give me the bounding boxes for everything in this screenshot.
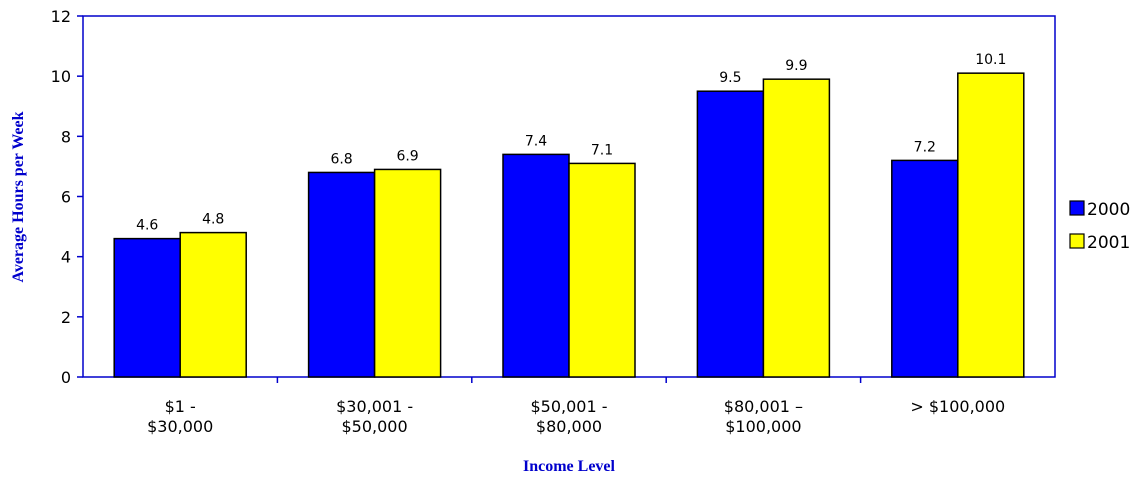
bar-2001-3 <box>762 78 831 378</box>
bar-2000-0 <box>113 237 181 378</box>
legend: 2000 2001 <box>1069 200 1130 253</box>
data-label: 6.9 <box>396 148 418 164</box>
data-label: 9.9 <box>785 58 807 74</box>
legend-swatch-2000 <box>1069 200 1085 216</box>
data-label: 7.2 <box>914 139 936 155</box>
legend-label: 2000 <box>1087 200 1130 220</box>
y-tick-label: 6 <box>61 188 71 207</box>
y-tick-label: 2 <box>61 308 71 327</box>
legend-swatch-2001 <box>1069 233 1085 249</box>
data-label: 9.5 <box>719 70 741 86</box>
x-tick-label: $80,001 – $100,000 <box>724 397 803 436</box>
y-tick-label: 8 <box>61 127 71 146</box>
bar-2000-2 <box>502 153 570 378</box>
data-label: 7.1 <box>591 142 613 158</box>
bar-2000-1 <box>307 171 376 378</box>
data-label: 4.6 <box>136 218 158 234</box>
y-tick-label: 0 <box>61 368 71 387</box>
y-tick-label: 12 <box>51 7 71 26</box>
bar-2001-2 <box>568 162 636 378</box>
x-tick-label: $50,001 -$80,000 <box>530 397 607 436</box>
y-tick-label: 4 <box>61 248 71 267</box>
y-tick-label: 10 <box>51 67 71 86</box>
legend-label: 2001 <box>1087 233 1130 253</box>
x-tick-label: $30,001 -$50,000 <box>336 397 413 436</box>
data-label: 10.1 <box>975 52 1006 68</box>
data-label: 7.4 <box>525 133 547 149</box>
bar-2001-0 <box>179 231 247 378</box>
data-label: 4.8 <box>202 212 224 228</box>
bar-2001-1 <box>373 168 442 378</box>
y-axis-title: Average Hours per Week <box>10 111 27 282</box>
bar-2000-4 <box>891 159 959 378</box>
x-axis-title: Income Level <box>523 458 616 475</box>
bar-2001-4 <box>957 72 1025 378</box>
x-tick-label: > $100,000 <box>910 397 1005 416</box>
data-label: 6.8 <box>330 151 352 167</box>
x-tick-label: $1 -$30,000 <box>147 397 213 436</box>
bar-2000-3 <box>696 90 765 378</box>
